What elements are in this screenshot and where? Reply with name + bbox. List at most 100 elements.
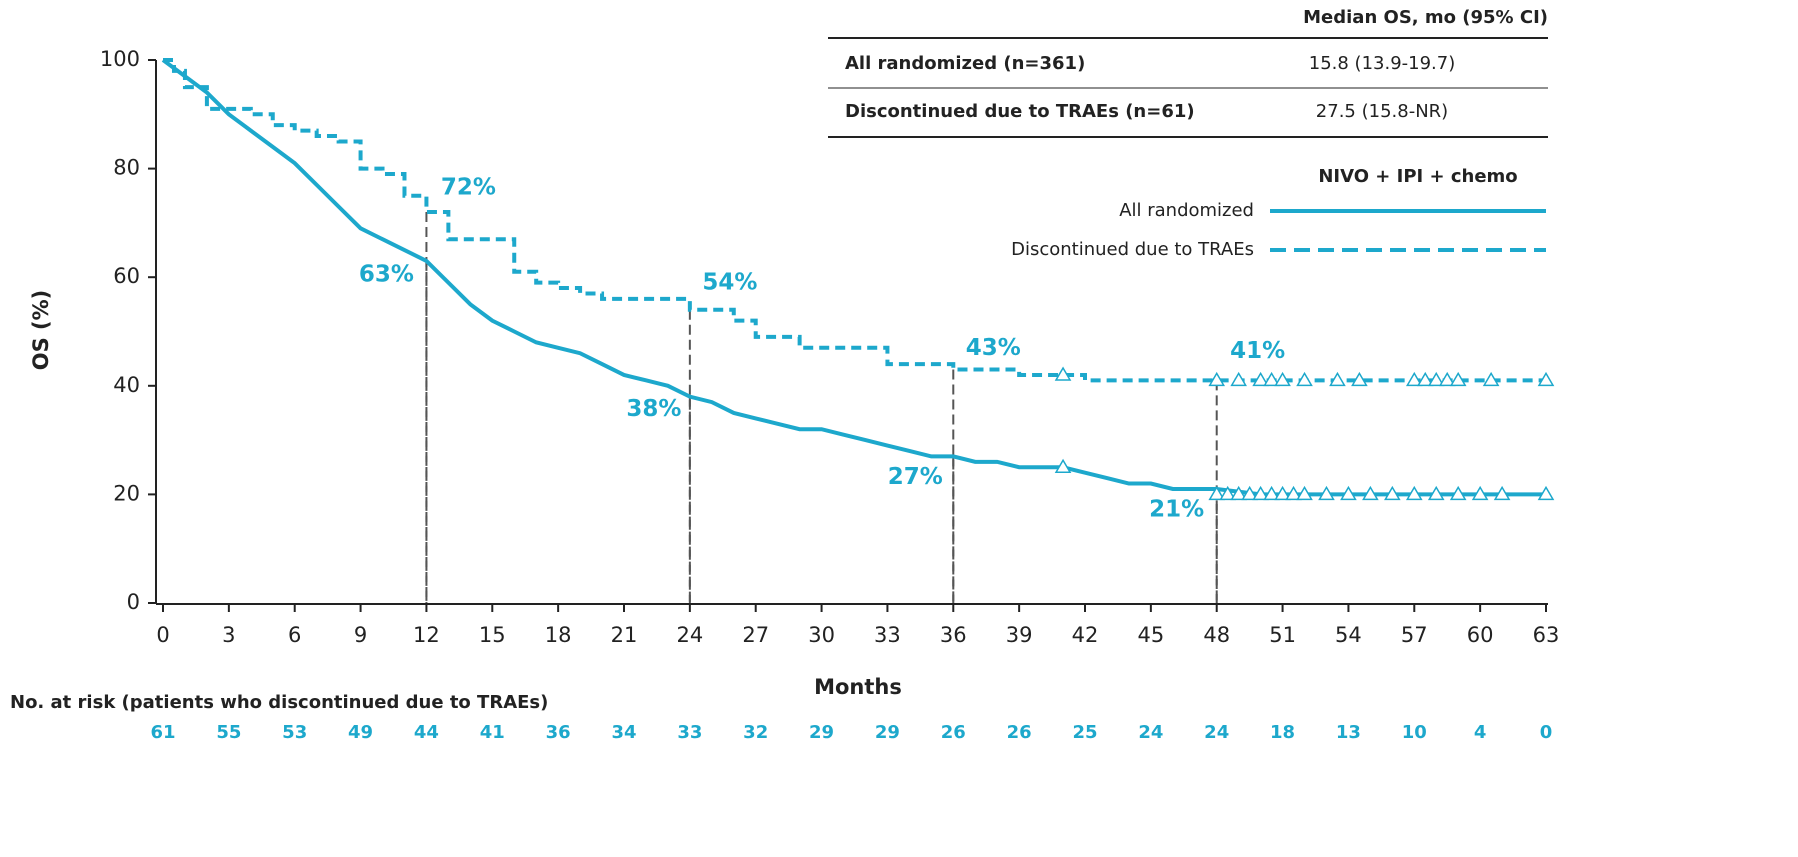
censor-mark — [1471, 485, 1489, 501]
at-risk-value: 55 — [216, 722, 241, 743]
x-tick-label: 60 — [1467, 623, 1494, 647]
censor-mark — [1537, 485, 1555, 501]
censor-mark — [1438, 371, 1456, 387]
x-tick-label: 42 — [1072, 623, 1099, 647]
at-risk-value: 29 — [875, 722, 900, 743]
at-risk-value: 53 — [282, 722, 307, 743]
censor-mark — [1252, 371, 1269, 387]
at-risk-value: 10 — [1402, 722, 1427, 743]
at-risk-value: 32 — [743, 722, 768, 743]
x-tick-label: 12 — [413, 623, 440, 647]
x-tick-label: 39 — [1006, 623, 1033, 647]
x-tick-label: 51 — [1269, 623, 1296, 647]
at-risk-value: 4 — [1474, 722, 1487, 743]
at-risk-value: 25 — [1072, 722, 1097, 743]
at-risk-value: 0 — [1540, 722, 1553, 743]
censor-mark — [1208, 371, 1226, 387]
censor-mark — [1296, 485, 1313, 501]
x-tick-label: 30 — [808, 623, 835, 647]
y-axis-title: OS (%) — [29, 290, 53, 371]
x-tick-label: 45 — [1137, 623, 1164, 647]
censor-mark — [1263, 371, 1280, 387]
at-risk-value: 49 — [348, 722, 373, 743]
censor-mark — [1362, 485, 1379, 501]
censor-mark — [1340, 485, 1357, 501]
x-tick-label: 48 — [1203, 623, 1230, 647]
censor-mark — [1482, 371, 1500, 387]
at-risk-value: 41 — [480, 722, 505, 743]
y-tick-label: 60 — [113, 264, 140, 288]
at-risk-value: 26 — [1007, 722, 1032, 743]
censor-mark — [1384, 485, 1401, 501]
censor-mark — [1230, 371, 1247, 387]
x-tick-label: 0 — [156, 623, 169, 647]
censor-mark — [1449, 485, 1467, 501]
x-axis-title: Months — [814, 675, 902, 699]
x-tick-label: 36 — [940, 623, 967, 647]
censor-mark — [1449, 371, 1467, 387]
x-tick-label: 57 — [1401, 623, 1428, 647]
annotation-label: 54% — [702, 269, 757, 295]
x-tick-label: 54 — [1335, 623, 1362, 647]
x-tick-label: 15 — [479, 623, 506, 647]
censor-mark — [1274, 485, 1291, 501]
censor-mark — [1405, 371, 1423, 387]
at-risk-value: 44 — [414, 722, 439, 743]
censor-mark — [1263, 485, 1280, 501]
y-tick-label: 100 — [100, 47, 140, 71]
censor-mark — [1054, 366, 1072, 381]
censor-mark — [1296, 371, 1313, 387]
at-risk-value: 26 — [941, 722, 966, 743]
table-cell: 27.5 (15.8-NR) — [1316, 101, 1448, 122]
survival-curve — [163, 58, 1546, 383]
annotation-label: 38% — [626, 396, 681, 422]
at-risk-title: No. at risk (patients who discontinued d… — [10, 692, 548, 713]
censor-mark — [1230, 485, 1247, 501]
x-tick-label: 33 — [874, 623, 901, 647]
table-cell: 15.8 (13.9-19.7) — [1309, 53, 1456, 74]
x-tick-label: 27 — [742, 623, 769, 647]
censor-mark — [1274, 371, 1291, 387]
legend-label: All randomized — [1119, 200, 1254, 221]
censor-mark — [1241, 485, 1258, 501]
at-risk-value: 24 — [1204, 722, 1229, 743]
x-tick-label: 21 — [611, 623, 638, 647]
annotation-label: 43% — [966, 335, 1021, 361]
x-tick-label: 24 — [676, 623, 703, 647]
legend-title: NIVO + IPI + chemo — [1318, 166, 1517, 187]
y-tick-label: 80 — [113, 156, 140, 180]
survival-curve — [161, 58, 1546, 497]
censor-mark — [1351, 371, 1368, 387]
legend-label: Discontinued due to TRAEs — [1011, 239, 1254, 260]
table-cell: All randomized (n=361) — [845, 53, 1085, 74]
at-risk-value: 13 — [1336, 722, 1361, 743]
y-tick-label: 0 — [127, 590, 140, 614]
annotation-label: 63% — [359, 261, 414, 287]
x-tick-label: 63 — [1533, 623, 1560, 647]
censor-mark — [1318, 485, 1335, 501]
censor-mark — [1405, 485, 1423, 501]
censor-mark — [1537, 371, 1555, 387]
censor-mark — [1252, 485, 1269, 501]
at-risk-value: 61 — [150, 722, 175, 743]
at-risk-value: 29 — [809, 722, 834, 743]
y-tick-label: 40 — [113, 373, 140, 397]
table-header: Median OS, mo (95% CI) — [1303, 7, 1548, 28]
censor-mark — [1416, 371, 1434, 387]
table-cell: Discontinued due to TRAEs (n=61) — [845, 101, 1195, 122]
censor-mark — [1427, 485, 1445, 501]
at-risk-value: 36 — [546, 722, 571, 743]
censor-mark — [1054, 458, 1072, 473]
censor-mark — [1493, 485, 1511, 501]
at-risk-value: 33 — [677, 722, 702, 743]
y-tick-label: 20 — [113, 481, 140, 505]
censor-mark — [1219, 485, 1236, 501]
at-risk-value: 18 — [1270, 722, 1295, 743]
annotation-label: 27% — [888, 464, 943, 490]
censor-mark — [1285, 485, 1302, 501]
x-tick-label: 18 — [545, 623, 572, 647]
censor-mark — [1427, 371, 1445, 387]
censor-mark — [1329, 371, 1346, 387]
x-tick-label: 9 — [354, 623, 367, 647]
